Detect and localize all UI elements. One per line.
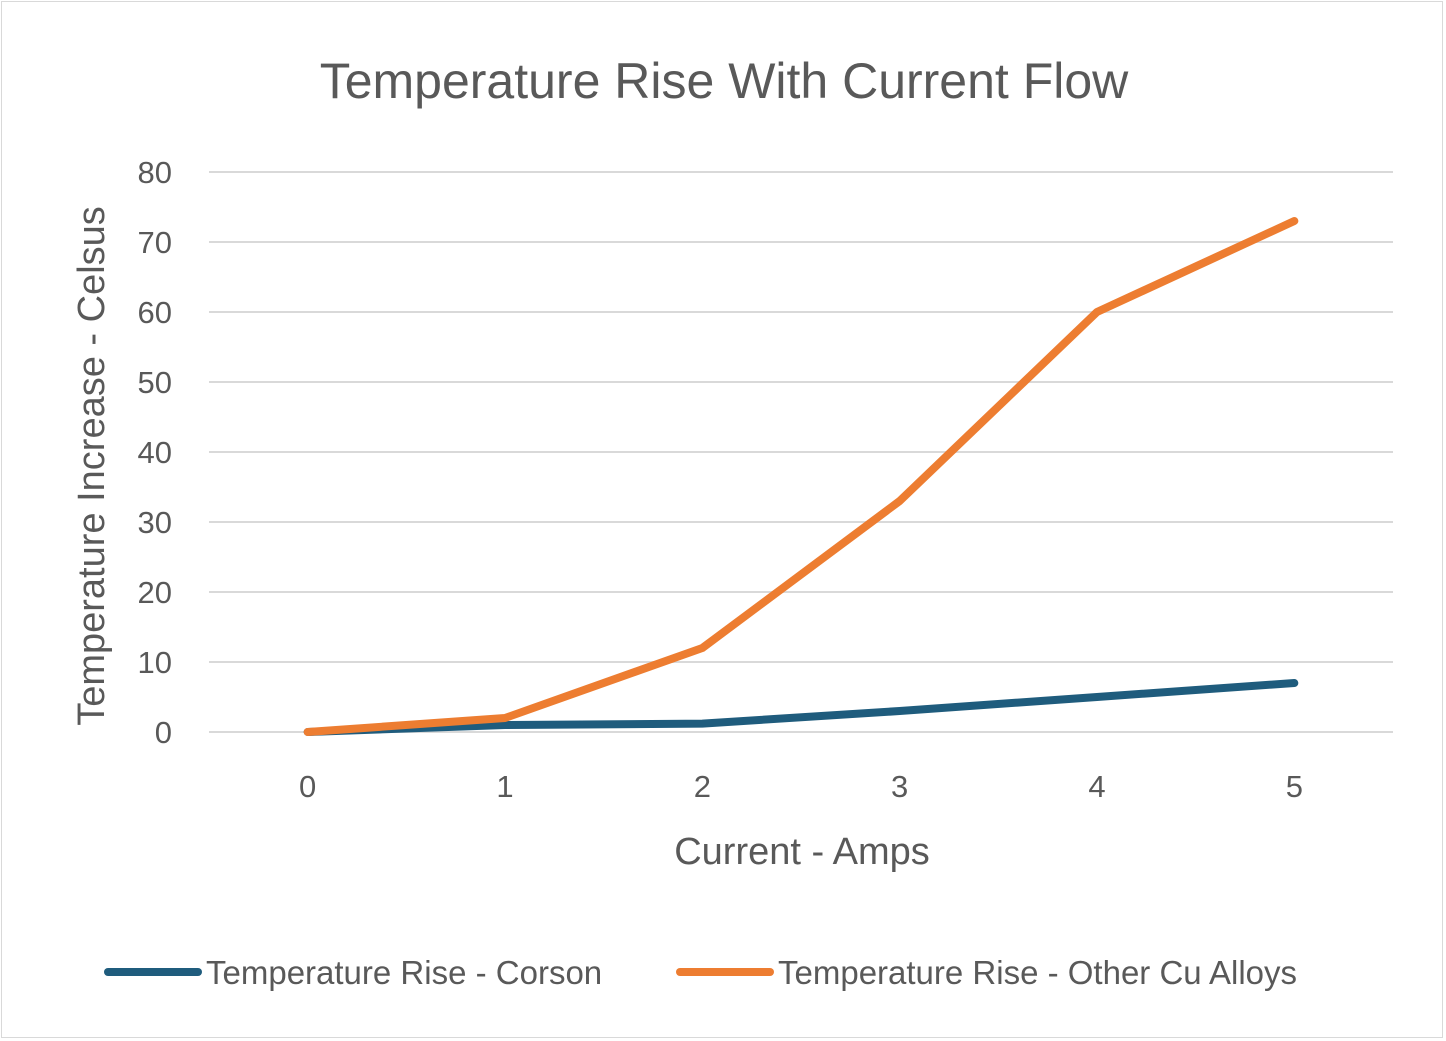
legend-label: Temperature Rise - Other Cu Alloys bbox=[778, 954, 1297, 991]
legend-item-2: Temperature Rise - Other Cu Alloys bbox=[676, 954, 1297, 991]
y-tick-label: 70 bbox=[138, 225, 172, 260]
x-axis-title: Current - Amps bbox=[674, 831, 930, 873]
chart-title: Temperature Rise With Current Flow bbox=[320, 53, 1129, 109]
series-lines bbox=[303, 217, 1299, 736]
gridlines bbox=[209, 171, 1393, 733]
series-line-1 bbox=[303, 679, 1299, 736]
y-tick-label: 0 bbox=[155, 715, 172, 750]
y-tick-label: 60 bbox=[138, 295, 172, 330]
legend-label: Temperature Rise - Corson bbox=[206, 954, 602, 991]
series-line-2 bbox=[303, 217, 1299, 736]
x-tick-label: 0 bbox=[299, 769, 316, 804]
x-tick-label: 1 bbox=[496, 769, 513, 804]
legend-item-1: Temperature Rise - Corson bbox=[104, 954, 602, 991]
y-tick-label: 50 bbox=[138, 365, 172, 400]
legend: Temperature Rise - Corson Temperature Ris… bbox=[104, 954, 1297, 991]
y-tick-label: 80 bbox=[138, 155, 172, 190]
y-tick-label: 10 bbox=[138, 645, 172, 680]
x-tick-label: 5 bbox=[1286, 769, 1303, 804]
y-axis-title: Temperature Increase - Celsus bbox=[71, 206, 113, 726]
y-tick-label: 30 bbox=[138, 505, 172, 540]
y-tick-label: 20 bbox=[138, 575, 172, 610]
x-axis-ticks: 0 1 2 3 4 5 bbox=[299, 769, 1303, 804]
y-axis-ticks: 0 10 20 30 40 50 60 70 80 bbox=[138, 155, 172, 750]
x-tick-label: 2 bbox=[694, 769, 711, 804]
x-tick-label: 4 bbox=[1088, 769, 1105, 804]
x-tick-label: 3 bbox=[891, 769, 908, 804]
y-tick-label: 40 bbox=[138, 435, 172, 470]
